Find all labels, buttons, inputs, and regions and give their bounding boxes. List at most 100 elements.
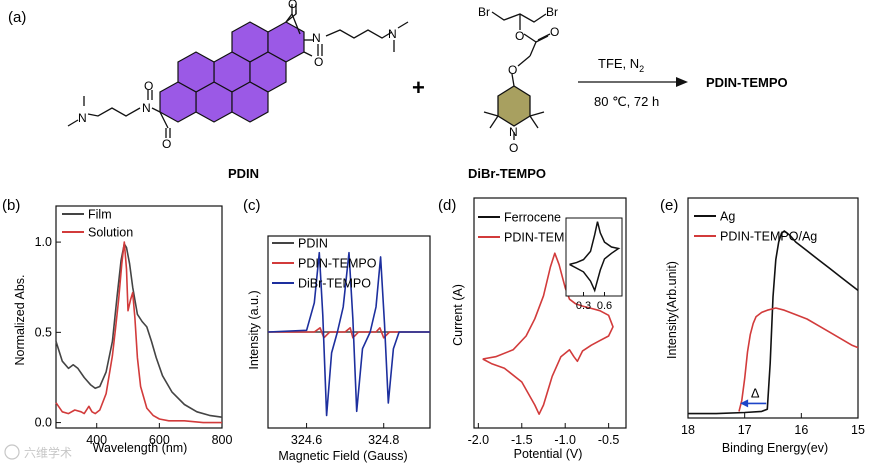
series-line-ag [688, 230, 859, 415]
series-line-solution [55, 241, 222, 424]
series-line-film [55, 243, 223, 418]
atom-label-n: N [142, 101, 151, 115]
reaction-conditions-top: TFE, N2 [598, 56, 644, 74]
atom-label-n: N [78, 111, 87, 125]
ylabel-d: Current (A) [451, 284, 465, 346]
bond [537, 33, 551, 41]
bond [67, 119, 79, 127]
x-tick-label: 17 [738, 423, 752, 437]
ylabel-e: Intensity(Arb.unit) [665, 261, 679, 359]
bond [159, 111, 169, 129]
bond [517, 55, 531, 67]
inset-x-tick-label: 0.3 [576, 300, 591, 312]
inset-chart: 0.3 0.6 [565, 217, 623, 312]
x-tick-label: 18 [681, 423, 695, 437]
x-tick-label: 324.6 [291, 433, 322, 447]
x-tick-label: -1.5 [511, 433, 533, 447]
alkyl-chain-left [87, 107, 141, 117]
atom-label-n: N [388, 27, 397, 41]
plot-frame [473, 197, 627, 429]
ylabel-b: Normalized Abs. [13, 274, 27, 365]
bond [303, 51, 313, 57]
xlabel-e: Binding Energy(ev) [722, 441, 828, 455]
atom-label-o: O [314, 55, 323, 69]
x-tick-label: 15 [851, 423, 865, 437]
pdin-atom-labels: O N O N N O O N [78, 0, 397, 151]
piperidine-ring [497, 85, 531, 127]
atom-label-br: Br [546, 5, 558, 19]
atom-label-o: O [162, 137, 171, 151]
series-line-dibr-tempo [267, 251, 430, 417]
dibr-tempo-structure [483, 11, 551, 140]
watermark-text: 六维学术 [24, 445, 72, 460]
perylene-ring [231, 81, 269, 123]
x-tick-label: -0.5 [598, 433, 620, 447]
alkyl-chain-right [325, 29, 393, 39]
atom-label-n: N [509, 125, 518, 139]
watermark: 六维学术 [4, 444, 72, 460]
bond [151, 107, 161, 113]
scheme-panel: (a) [8, 0, 788, 181]
panel-d: (d) Current (A) Potential (V) -2.0 -1.5 -1… [438, 197, 627, 461]
legend-label: Ag [720, 210, 735, 224]
atom-label-o: O [550, 25, 559, 39]
inset-series-line [569, 221, 621, 293]
chart-e: 18 17 16 15 Ag PDIN-TEMPO/Ag Δ [681, 197, 865, 437]
legend-label: PDIN-TEMPO [504, 231, 583, 245]
chart-c: 324.6 324.8 PDIN PDIN-TEMPO DiBr-TEMPO [267, 235, 431, 447]
pdin-structure [67, 4, 409, 138]
x-tick-label: 800 [212, 433, 233, 447]
reaction-conditions-bottom: 80 ℃, 72 h [594, 94, 659, 109]
y-tick-label: 0.5 [35, 325, 52, 339]
inset-frame [565, 217, 623, 297]
x-tick-label: 400 [86, 433, 107, 447]
legend-label: Ferrocene [504, 211, 561, 225]
ylabel-c: Intensity (a.u.) [247, 290, 261, 369]
atom-label-o: O [509, 141, 518, 155]
atom-label-n: N [312, 31, 321, 45]
x-tick-label: 600 [149, 433, 170, 447]
plus-sign: + [412, 75, 425, 100]
panel-b: (b) Normalized Abs. Wavelength (nm) 400 6… [2, 197, 232, 455]
reactant1-label: PDIN [228, 166, 259, 181]
panel-label-d: (d) [438, 197, 456, 214]
reaction-arrow [578, 77, 688, 87]
x-tick-label: -1.0 [554, 433, 576, 447]
plot-frame [55, 205, 223, 429]
bond [285, 13, 293, 23]
plot-frame [687, 197, 859, 419]
panel-c: (c) Intensity (a.u.) Magnetic Field (Gau… [243, 197, 431, 463]
atom-label-o: O [288, 0, 297, 11]
panel-label-b: (b) [2, 197, 20, 214]
delta-arrowhead-icon [740, 399, 749, 408]
panel-label-e: (e) [660, 197, 678, 214]
bond [523, 33, 537, 43]
xlabel-c: Magnetic Field (Gauss) [278, 449, 407, 463]
bond [397, 21, 409, 29]
bond [535, 35, 549, 43]
legend-label: PDIN-TEMPO [298, 257, 377, 271]
series-line-pdin-tempo-ag [738, 307, 859, 412]
chart-b: 400 600 800 0.0 0.5 1.0 Film Solution [35, 205, 233, 447]
xlabel-d: Potential (V) [514, 447, 583, 461]
panel-label-c: (c) [243, 197, 261, 214]
bond [529, 111, 545, 117]
xlabel-b: Wavelength (nm) [93, 441, 188, 455]
delta-annotation: Δ [751, 385, 760, 400]
watermark-logo-icon [4, 444, 20, 460]
tempo-atom-labels: Br Br O O O N O [478, 5, 559, 155]
bond [483, 111, 499, 117]
bond [529, 41, 537, 57]
atom-label-o: O [508, 63, 517, 77]
bond [529, 115, 539, 129]
reactant2-label: DiBr-TEMPO [468, 166, 546, 181]
legend-label: DiBr-TEMPO [298, 277, 371, 291]
series-line-pdin-tempo [268, 326, 430, 339]
panel-e: (e) Intensity(Arb.unit) Binding Energy(e… [660, 197, 865, 455]
inset-x-tick-label: 0.6 [597, 300, 612, 312]
panel-label-a: (a) [8, 9, 26, 26]
legend-label: Film [88, 208, 112, 222]
legend-label: PDIN [298, 237, 328, 251]
legend-label: Solution [88, 226, 133, 240]
